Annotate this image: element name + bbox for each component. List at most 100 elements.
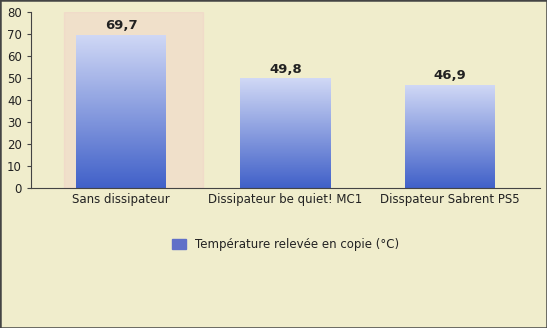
Bar: [240, 137, 330, 138]
Bar: [405, 154, 495, 155]
Bar: [76, 185, 166, 186]
Bar: [405, 180, 495, 181]
Bar: [76, 132, 166, 133]
Bar: [405, 118, 495, 119]
Bar: [76, 178, 166, 179]
Bar: [76, 165, 166, 166]
Bar: [405, 140, 495, 141]
Bar: [63, 12, 203, 188]
Bar: [76, 47, 166, 48]
Bar: [240, 176, 330, 177]
Bar: [240, 135, 330, 136]
Bar: [76, 116, 166, 117]
Bar: [240, 90, 330, 91]
Bar: [405, 117, 495, 118]
Bar: [405, 144, 495, 145]
Bar: [405, 129, 495, 130]
Bar: [405, 112, 495, 113]
Bar: [240, 97, 330, 98]
Bar: [76, 81, 166, 82]
Bar: [76, 183, 166, 184]
Bar: [405, 161, 495, 162]
Bar: [76, 155, 166, 156]
Bar: [240, 118, 330, 119]
Bar: [405, 124, 495, 125]
Bar: [405, 110, 495, 111]
Bar: [76, 98, 166, 99]
Bar: [76, 145, 166, 146]
Bar: [405, 111, 495, 112]
Bar: [76, 139, 166, 140]
Bar: [405, 168, 495, 169]
Bar: [405, 128, 495, 129]
Bar: [405, 103, 495, 104]
Bar: [76, 60, 166, 61]
Bar: [240, 181, 330, 182]
Bar: [76, 172, 166, 173]
Bar: [240, 146, 330, 147]
Bar: [240, 167, 330, 168]
Bar: [76, 147, 166, 148]
Bar: [405, 179, 495, 180]
Bar: [76, 138, 166, 139]
Bar: [76, 43, 166, 44]
Bar: [76, 37, 166, 38]
Bar: [405, 147, 495, 148]
Bar: [405, 119, 495, 120]
Bar: [240, 121, 330, 122]
Bar: [76, 36, 166, 37]
Bar: [240, 132, 330, 133]
Bar: [76, 52, 166, 53]
Bar: [240, 95, 330, 96]
Bar: [240, 83, 330, 84]
Bar: [240, 78, 330, 79]
Bar: [76, 179, 166, 180]
Bar: [405, 102, 495, 103]
Bar: [405, 115, 495, 116]
Bar: [405, 96, 495, 97]
Bar: [76, 49, 166, 50]
Bar: [240, 111, 330, 112]
Bar: [240, 141, 330, 142]
Bar: [76, 121, 166, 122]
Bar: [76, 89, 166, 90]
Bar: [76, 113, 166, 114]
Bar: [240, 142, 330, 143]
Bar: [240, 180, 330, 181]
Bar: [76, 119, 166, 120]
Bar: [240, 89, 330, 90]
Bar: [76, 148, 166, 149]
Bar: [405, 120, 495, 121]
Bar: [405, 171, 495, 172]
Bar: [240, 178, 330, 179]
Bar: [405, 114, 495, 115]
Bar: [76, 159, 166, 160]
Bar: [76, 151, 166, 152]
Bar: [240, 109, 330, 110]
Bar: [240, 158, 330, 159]
Bar: [240, 149, 330, 150]
Bar: [405, 101, 495, 102]
Bar: [240, 152, 330, 153]
Bar: [76, 76, 166, 77]
Bar: [240, 100, 330, 101]
Bar: [240, 157, 330, 158]
Bar: [405, 145, 495, 146]
Bar: [405, 107, 495, 108]
Bar: [405, 132, 495, 133]
Bar: [240, 84, 330, 85]
Bar: [76, 122, 166, 123]
Bar: [76, 106, 166, 107]
Bar: [405, 90, 495, 91]
Bar: [76, 67, 166, 68]
Bar: [240, 123, 330, 124]
Bar: [405, 153, 495, 154]
Bar: [76, 128, 166, 129]
Bar: [240, 165, 330, 166]
Bar: [76, 161, 166, 162]
Bar: [405, 174, 495, 175]
Bar: [76, 102, 166, 103]
Bar: [405, 156, 495, 157]
Bar: [405, 155, 495, 156]
Bar: [405, 148, 495, 149]
